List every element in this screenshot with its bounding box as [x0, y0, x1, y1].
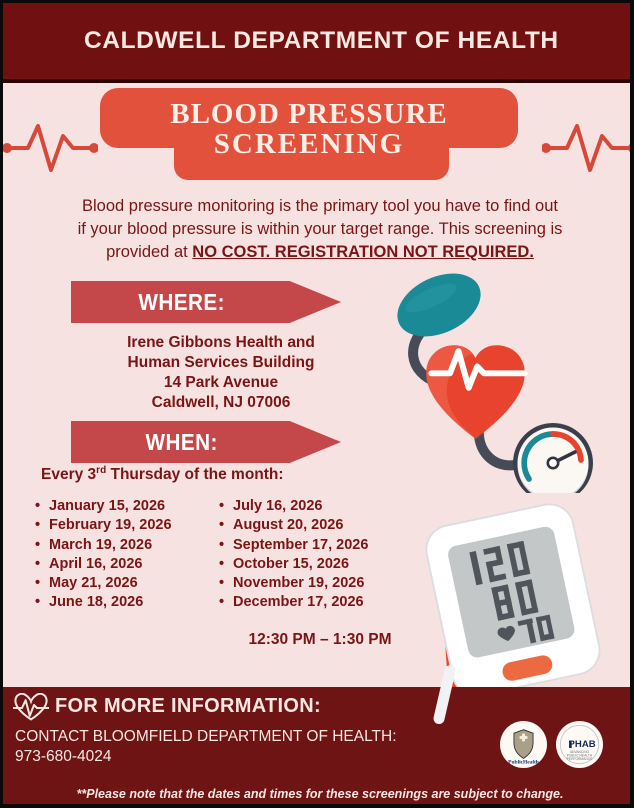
svg-text:PERFORMANCE: PERFORMANCE [567, 757, 593, 761]
svg-text:PHAB: PHAB [569, 739, 596, 750]
svg-text:PublicHealth: PublicHealth [508, 760, 539, 766]
